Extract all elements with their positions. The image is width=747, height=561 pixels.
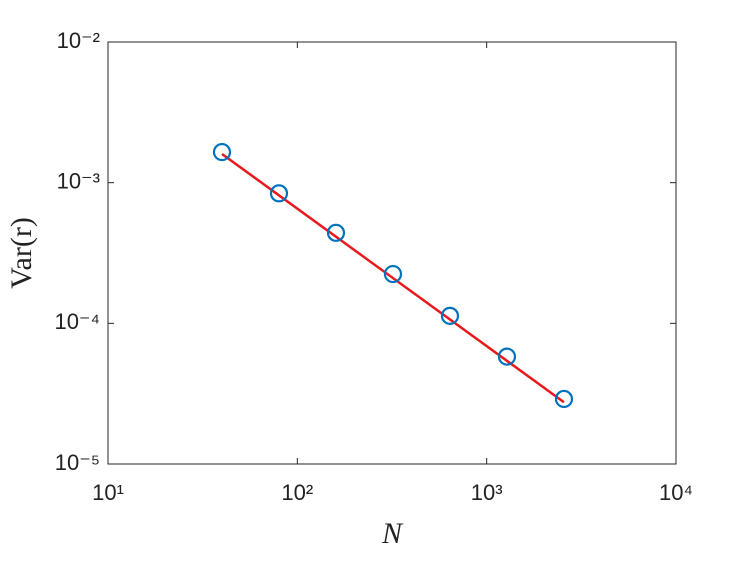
x-tick-label: 10² [281,480,313,505]
data-point [440,306,460,325]
data-point [554,389,574,409]
data-point [326,223,346,242]
data-point [269,184,289,203]
y-tick-label: 10⁻⁵ [55,450,100,475]
y-tick-label: 10⁻³ [57,168,100,193]
y-tick-label: 10⁻⁴ [54,309,100,334]
fit-line [221,152,565,404]
data-point [383,264,403,284]
x-axis-label: N [381,517,404,550]
data-point [212,142,232,162]
plot-frame [107,41,677,465]
x-tick-label: 10¹ [92,480,124,505]
data-point [497,347,517,366]
x-tick-label: 10³ [471,480,503,505]
y-tick-label: 10⁻² [57,28,100,53]
y-axis-label: Var(r) [5,217,38,289]
x-tick-label: 10⁴ [659,480,693,505]
